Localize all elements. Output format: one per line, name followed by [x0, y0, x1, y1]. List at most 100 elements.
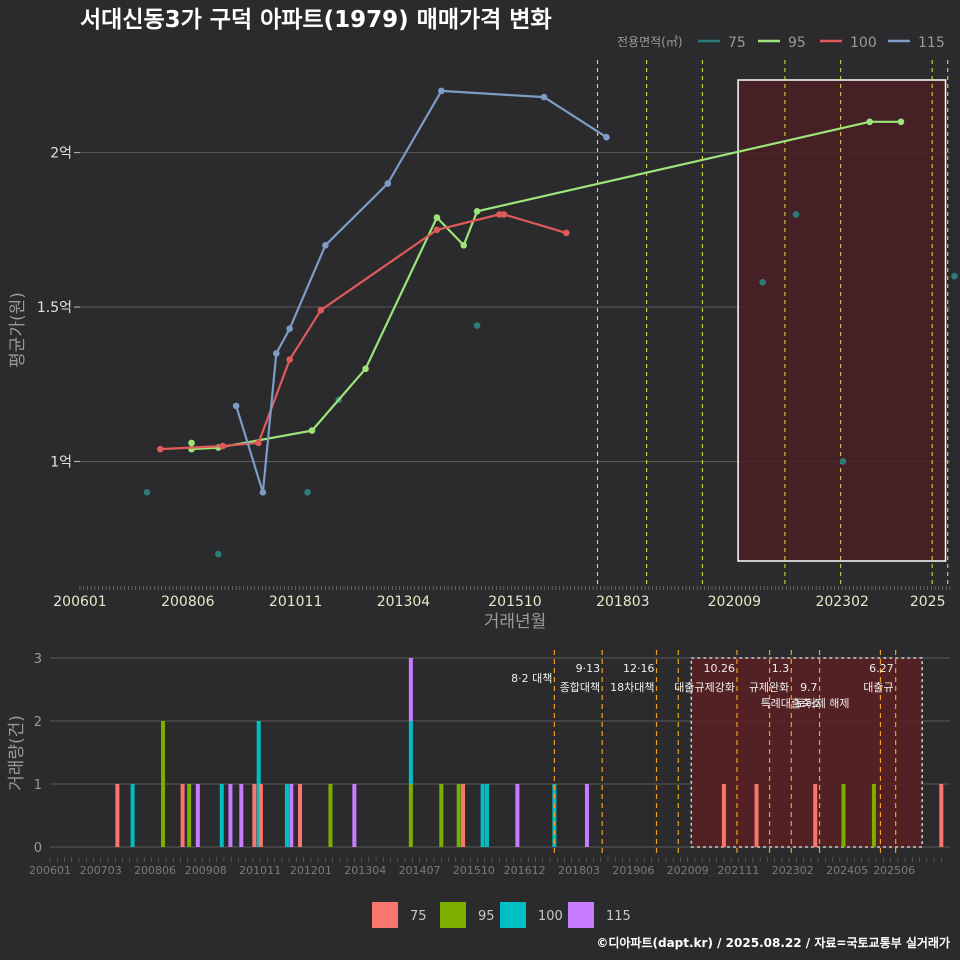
- bar-95: [408, 784, 413, 847]
- bar-100: [130, 784, 135, 847]
- bar-95: [456, 784, 461, 847]
- bar-115: [239, 784, 244, 847]
- bottom-x-tick-label: 201201: [290, 864, 332, 877]
- highlight-rect: [737, 79, 947, 562]
- bottom-x-tick-label: 200908: [185, 864, 227, 877]
- point-95: [362, 365, 369, 373]
- bar-115: [584, 784, 589, 847]
- bar-115: [352, 784, 357, 847]
- policy-label: 8·2 대책: [511, 672, 552, 685]
- x-tick-label: 200601: [53, 594, 106, 610]
- bottom-x-tick-label: 201803: [558, 864, 600, 877]
- legend-label-75: 75: [728, 35, 746, 51]
- bottom-legend-label-115: 115: [606, 909, 631, 924]
- point-100: [157, 445, 164, 453]
- point-100: [286, 356, 293, 363]
- point-95: [460, 241, 467, 249]
- point-95: [866, 118, 873, 126]
- series-line-95: [190, 120, 901, 451]
- bar-95: [187, 784, 192, 847]
- bar-95: [328, 784, 333, 847]
- bottom-legend-label-75: 75: [410, 909, 427, 924]
- policy-label2: 특례대출축소: [761, 697, 822, 710]
- y-tick-label: 1.5억: [37, 300, 72, 316]
- footer-credit: ©디아파트(dapt.kr) / 2025.08.22 / 자료=국토교통부 실…: [596, 935, 950, 950]
- point-95: [308, 427, 316, 434]
- x-tick-label: 201011: [269, 594, 322, 610]
- bottom-x-tick-label: 200601: [29, 864, 71, 877]
- x-tick-label: 200806: [161, 594, 215, 610]
- policy-label: 9.7: [800, 681, 818, 694]
- bar-75: [115, 784, 120, 847]
- point-75: [304, 489, 311, 496]
- bottom-x-tick-label: 202111: [717, 864, 759, 877]
- point-75: [951, 272, 958, 280]
- bottom-y-tick-label: 3: [34, 652, 42, 667]
- policy-label: 18차대책: [610, 681, 654, 694]
- x-tick-label: 201803: [596, 594, 649, 610]
- bar-95: [161, 721, 166, 847]
- bottom-x-tick-label: 200806: [134, 864, 176, 877]
- bottom-policy-lines: 8·2 대책 9·13 종합대책 12·16 18차대책 10.26 대출규제강화 1.3 규제…: [511, 650, 897, 855]
- point-95: [433, 214, 441, 221]
- bottom-legend-key-95: [440, 902, 466, 928]
- series-line-100: [160, 213, 567, 451]
- top-x-axis: 200601 200806 201011 201304 201510 201803 2020…: [53, 586, 951, 610]
- bottom-x-tick-label: 201304: [344, 864, 386, 877]
- bottom-x-tick-label: 201510: [453, 864, 495, 877]
- bottom-legend-label-100: 100: [538, 909, 563, 924]
- bar-75: [252, 784, 257, 847]
- policy-date: 6.27: [869, 662, 894, 675]
- policy-date: 10.26: [703, 662, 735, 675]
- bar-115: [228, 784, 233, 847]
- bar-115: [515, 784, 520, 847]
- top-y-axis: 1억 1.5억 2억: [37, 146, 80, 470]
- bottom-legend-key-75: [372, 902, 398, 928]
- bottom-highlight-box: [690, 657, 923, 848]
- legend-label-100: 100: [850, 35, 877, 51]
- point-115: [286, 325, 293, 332]
- bottom-x-tick-label: 201407: [399, 864, 441, 877]
- bottom-highlight-rect: [690, 657, 923, 848]
- bar-75: [721, 784, 726, 847]
- bar-95: [439, 784, 444, 847]
- bottom-x-tick-label: 201011: [239, 864, 281, 877]
- bar-75: [298, 784, 302, 847]
- x-tick-label: 2025: [910, 594, 946, 610]
- bottom-y-axis: 0 1 2 3: [34, 652, 42, 856]
- bottom-legend-label-95: 95: [478, 909, 495, 924]
- bottom-x-axis: 200601 200703 200806 200908 201011 201201 2013…: [29, 857, 942, 877]
- x-tick-label: 202009: [708, 594, 761, 610]
- point-75: [839, 458, 847, 465]
- point-100: [563, 229, 570, 237]
- point-95: [473, 208, 481, 215]
- bottom-x-tick-label: 202009: [667, 864, 709, 877]
- bottom-y-tick-label: 1: [34, 778, 42, 793]
- x-tick-label: 201510: [488, 594, 541, 610]
- legend-title: 전용면적(㎡): [617, 35, 683, 49]
- y-tick-label: 2억: [50, 146, 72, 162]
- point-95: [897, 118, 905, 126]
- bar-100: [284, 784, 289, 847]
- legend-label-115: 115: [918, 35, 945, 51]
- bar-100: [480, 784, 485, 847]
- bar-100: [219, 784, 224, 847]
- bottom-x-tick-label: 200703: [80, 864, 122, 877]
- point-100: [219, 442, 227, 450]
- x-axis-label: 거래년월: [484, 612, 547, 632]
- bar-115: [408, 658, 413, 721]
- policy-date: 1.3: [772, 662, 790, 675]
- x-tick-label: 202302: [815, 594, 868, 610]
- bar-100: [256, 721, 261, 847]
- bar-115: [195, 784, 200, 847]
- point-115: [438, 87, 445, 95]
- point-115: [384, 180, 392, 187]
- y-axis-label: 평균가(원): [8, 292, 28, 368]
- bar-75: [754, 784, 759, 847]
- point-115: [540, 93, 548, 101]
- top-series: [143, 87, 958, 558]
- policy-label: 규제완화: [749, 681, 789, 694]
- top-highlight-box: [737, 79, 947, 562]
- bar-95: [841, 784, 846, 847]
